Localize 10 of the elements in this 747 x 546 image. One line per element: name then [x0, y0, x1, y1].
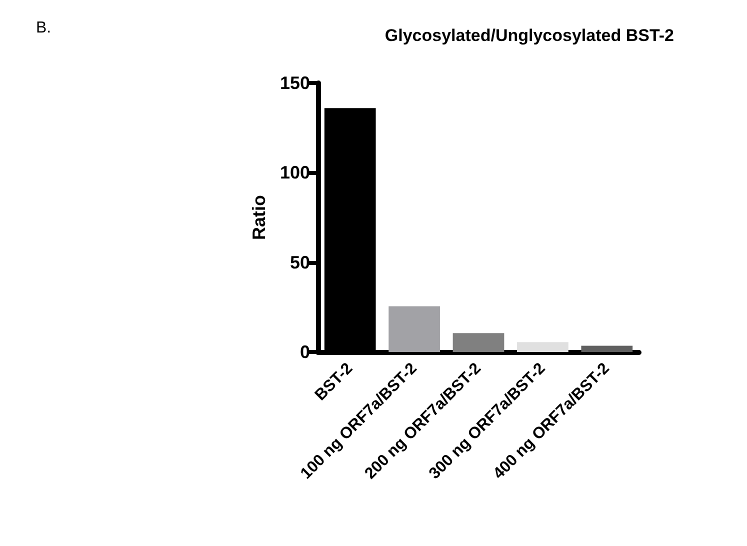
y-tick-label: 100 — [280, 162, 310, 183]
bar — [581, 346, 633, 352]
y-axis-title: Ratio — [249, 194, 269, 240]
text: B. — [36, 20, 52, 36]
chart-title: Glycosylated/Unglycosylated BST-2 — [384, 26, 674, 45]
bar — [517, 342, 568, 352]
y-tick-label: 50 — [290, 252, 310, 272]
y-tick-label: 150 — [280, 73, 310, 93]
bar — [388, 306, 440, 352]
bar — [452, 333, 504, 352]
